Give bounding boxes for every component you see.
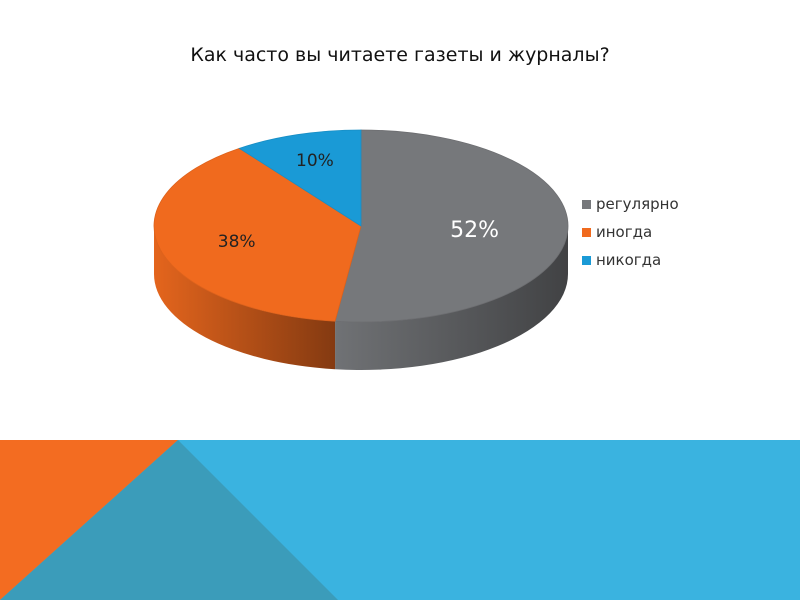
- footer-decoration: [0, 440, 800, 600]
- legend-swatch-регулярно: [582, 200, 591, 209]
- pie-slice-иногда: [153, 147, 362, 322]
- legend-swatch-никогда: [582, 256, 591, 265]
- chart-legend: регулярно иногда никогда: [582, 195, 679, 269]
- pie-chart: 52% 38% 10% регулярно иногда никогда: [153, 129, 679, 370]
- legend-label-никогда: никогда: [596, 251, 661, 269]
- pie-side-1: [154, 226, 336, 370]
- pie-side-walls: [154, 226, 568, 370]
- legend-label-регулярно: регулярно: [596, 195, 679, 213]
- data-label-иногда: 38%: [218, 232, 256, 252]
- pie-plot-area: 52% 38% 10%: [153, 129, 569, 370]
- chart-title: Как часто вы читаете газеты и журналы?: [190, 44, 610, 66]
- legend-label-иногда: иногда: [596, 223, 652, 241]
- data-label-никогда: 10%: [296, 151, 334, 171]
- data-label-регулярно: 52%: [450, 218, 499, 243]
- pie-slice-никогда: [238, 129, 362, 227]
- pie-slice-регулярно: [334, 129, 569, 323]
- legend-swatch-иногда: [582, 228, 591, 237]
- footer-teal-triangle: [0, 440, 338, 600]
- pie-side-0: [335, 226, 568, 370]
